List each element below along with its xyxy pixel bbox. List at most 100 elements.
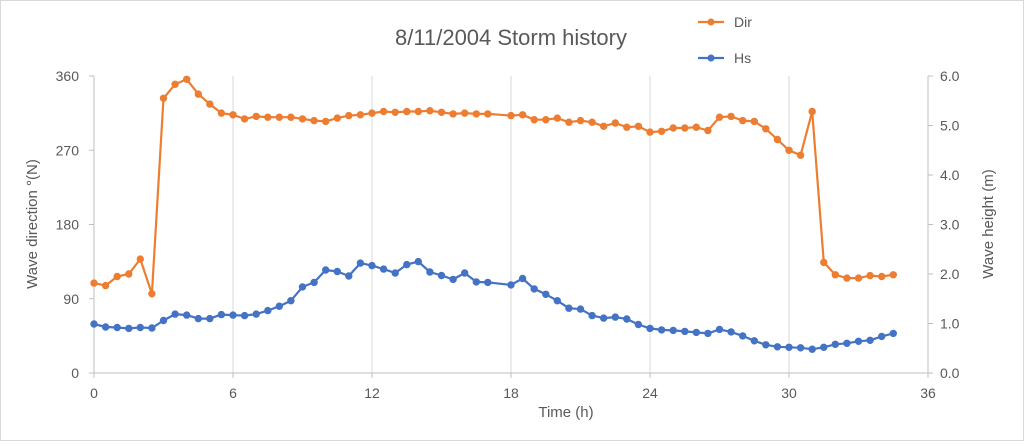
x-tick-label: 0 — [90, 385, 98, 401]
data-point-hs — [588, 311, 596, 320]
data-point-hs — [252, 310, 260, 318]
data-point-hs — [727, 328, 735, 336]
legend-swatch-hs-marker — [707, 54, 715, 62]
data-point-hs — [715, 325, 724, 334]
data-point-dir — [379, 107, 388, 116]
data-point-hs — [403, 260, 411, 269]
x-tick-label: 18 — [503, 385, 519, 401]
data-point-dir — [692, 123, 700, 131]
data-point-dir — [322, 117, 330, 126]
data-point-hs — [820, 343, 828, 351]
data-point-dir — [796, 151, 805, 159]
data-point-dir — [565, 118, 573, 126]
data-point-hs — [565, 304, 573, 312]
data-point-hs — [796, 344, 805, 352]
data-point-hs — [125, 324, 133, 333]
data-point-dir — [426, 106, 434, 115]
data-point-hs — [356, 259, 365, 267]
data-point-hs — [217, 310, 226, 319]
y-tick-label-left: 0 — [71, 365, 79, 381]
data-point-dir — [159, 94, 168, 102]
data-point-hs — [704, 329, 712, 338]
data-point-hs — [182, 311, 191, 319]
legend-swatch-dir-marker — [707, 18, 715, 26]
legend-item-hs: Hs — [698, 50, 751, 66]
series-line-dir — [93, 78, 894, 295]
data-point-hs — [449, 275, 457, 284]
data-point-hs — [159, 316, 168, 325]
data-point-dir — [125, 270, 133, 278]
data-point-hs — [762, 341, 770, 349]
data-point-dir — [414, 107, 422, 116]
data-point-dir — [715, 113, 724, 121]
x-tick-label: 24 — [642, 385, 658, 401]
data-point-hs — [229, 311, 237, 319]
data-point-dir — [310, 116, 318, 125]
data-point-hs — [194, 314, 202, 323]
data-point-hs — [113, 323, 121, 332]
data-point-dir — [588, 118, 596, 126]
chart-title: 8/11/2004 Storm history — [395, 25, 627, 50]
data-point-dir — [820, 258, 828, 267]
data-point-dir — [657, 127, 666, 135]
data-point-dir — [878, 272, 886, 281]
data-point-hs — [530, 285, 538, 293]
x-tick-label: 12 — [364, 385, 380, 401]
data-point-dir — [623, 123, 631, 131]
data-point-dir — [530, 115, 538, 124]
data-point-hs — [553, 297, 561, 305]
data-point-dir — [542, 115, 550, 124]
data-point-dir — [437, 108, 446, 116]
y-tick-label-left: 270 — [56, 142, 80, 158]
data-point-hs — [831, 340, 839, 348]
data-point-hs — [484, 278, 492, 287]
data-point-hs — [379, 265, 388, 273]
data-point-hs — [773, 343, 782, 351]
data-point-dir — [750, 117, 758, 126]
data-point-dir — [287, 113, 295, 121]
data-point-dir — [600, 122, 608, 130]
data-point-hs — [368, 261, 376, 270]
data-point-dir — [217, 109, 226, 117]
data-point-hs — [507, 281, 515, 289]
legend-label-dir: Dir — [734, 14, 752, 30]
data-point-dir — [240, 115, 249, 123]
data-point-hs — [414, 257, 422, 266]
y-tick-label-left: 90 — [63, 291, 79, 307]
data-point-dir — [264, 113, 272, 121]
data-point-hs — [750, 337, 758, 345]
data-point-hs — [275, 302, 283, 310]
data-point-dir — [148, 290, 156, 298]
data-point-dir — [866, 271, 874, 280]
data-point-dir — [843, 274, 851, 282]
data-point-dir — [275, 113, 283, 121]
data-point-hs — [472, 278, 480, 286]
data-point-hs — [322, 266, 330, 274]
data-point-hs — [657, 326, 666, 334]
data-point-hs — [669, 326, 677, 335]
y-tick-label-right: 0.0 — [940, 365, 960, 381]
data-point-dir — [576, 116, 585, 125]
data-point-dir — [646, 128, 654, 136]
data-point-dir — [472, 110, 480, 118]
data-point-hs — [854, 337, 863, 345]
data-point-dir — [889, 271, 897, 279]
y-tick-label-left: 180 — [56, 217, 80, 233]
data-point-dir — [831, 271, 839, 279]
series-line-hs — [93, 260, 894, 351]
data-point-hs — [171, 310, 179, 318]
data-point-dir — [368, 109, 376, 117]
data-point-hs — [681, 327, 689, 336]
data-point-hs — [136, 323, 144, 332]
data-point-hs — [345, 272, 353, 280]
legend-item-dir: Dir — [698, 14, 752, 30]
data-point-hs — [692, 328, 700, 337]
x-axis-label: Time (h) — [538, 404, 593, 421]
data-point-hs — [310, 278, 318, 287]
data-point-dir — [194, 90, 202, 98]
data-point-dir — [681, 124, 689, 132]
data-point-dir — [182, 75, 191, 83]
data-point-dir — [518, 111, 527, 119]
y-tick-label-right: 1.0 — [940, 316, 960, 332]
